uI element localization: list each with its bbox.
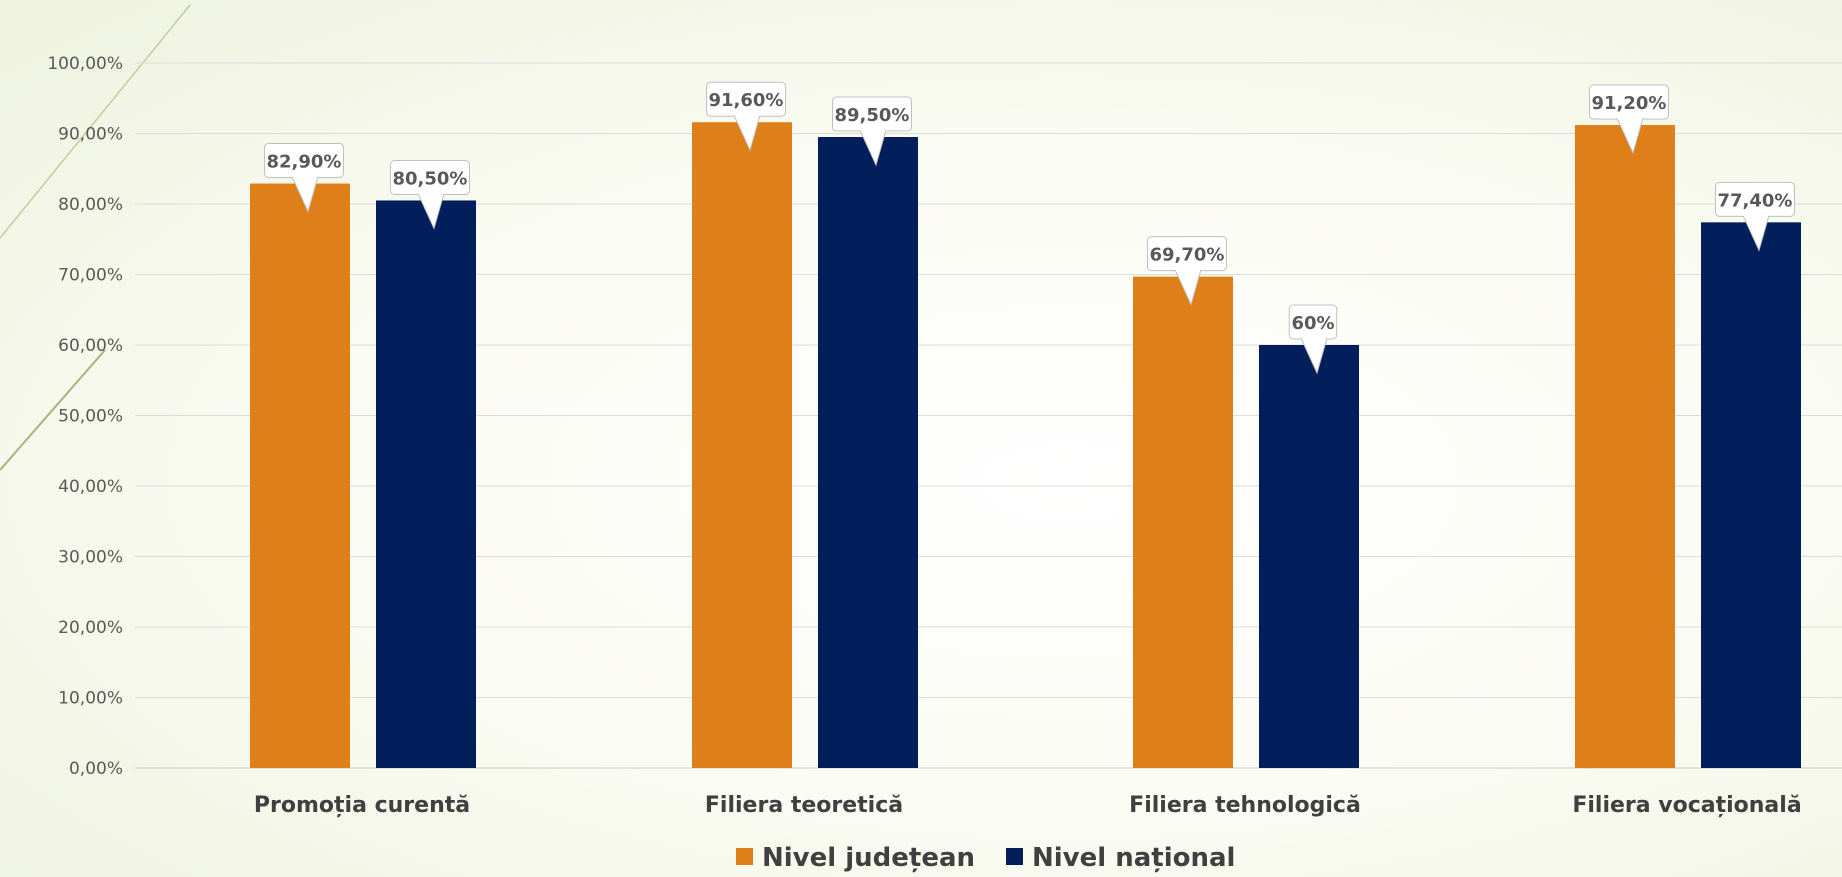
legend-label: Nivel județean (762, 843, 975, 873)
data-label-seam (861, 129, 885, 133)
data-label-text: 91,60% (709, 90, 784, 111)
data-label-seam (1618, 117, 1642, 121)
y-tick-label: 30,00% (58, 548, 123, 568)
legend-swatch (1006, 848, 1023, 865)
y-tick-label: 0,00% (69, 759, 123, 779)
data-labels: 82,90% 91,60% 69,70% 91,20% 80,50% 89,50% 60% 7… (264, 81, 1795, 375)
data-label-seam (419, 192, 443, 196)
x-category-label: Promoția curentă (254, 793, 470, 818)
y-tick-label: 80,00% (58, 195, 123, 215)
y-tick-label: 50,00% (58, 407, 123, 427)
data-label-seam (293, 175, 317, 179)
data-label-seam (735, 114, 759, 118)
data-label-text: 89,50% (835, 105, 910, 126)
y-tick-label: 70,00% (58, 266, 123, 286)
y-tick-label: 90,00% (58, 125, 123, 145)
data-label: 89,50% (832, 96, 912, 167)
data-label: 60% (1288, 304, 1338, 375)
y-tick-label: 60,00% (58, 336, 123, 356)
data-label: 91,20% (1589, 84, 1669, 155)
data-label-text: 69,70% (1150, 245, 1225, 266)
y-tick-label: 10,00% (58, 689, 123, 709)
bars (250, 122, 1801, 769)
y-tick-label: 100,00% (47, 54, 123, 74)
bar-national-3 (1701, 222, 1801, 768)
data-label-text: 77,40% (1718, 190, 1793, 211)
bar-judetean-0 (250, 183, 350, 768)
data-label: 82,90% (264, 143, 344, 213)
bar-judetean-3 (1575, 125, 1675, 769)
y-axis-ticks: 0,00% 10,00% 20,00% 30,00% 40,00% 50,00% 60,00… (47, 54, 123, 779)
data-label-text: 80,50% (393, 168, 468, 189)
legend-label: Nivel național (1032, 843, 1235, 873)
bar-national-1 (818, 137, 918, 768)
legend-swatch (736, 848, 753, 865)
data-label: 80,50% (390, 159, 470, 230)
data-label: 77,40% (1715, 181, 1795, 252)
bar-judetean-2 (1133, 276, 1233, 768)
data-label-seam (1176, 268, 1200, 272)
x-axis-categories: Promoția curentă Filiera teoretică Filiera… (254, 793, 1802, 818)
data-label: 91,60% (706, 81, 786, 152)
data-label-text: 82,90% (267, 152, 342, 173)
data-label: 69,70% (1147, 236, 1227, 307)
decorative-lines (0, 4, 191, 471)
bar-national-0 (376, 200, 476, 769)
legend: Nivel județean Nivel național (736, 843, 1235, 873)
x-category-label: Filiera teoretică (705, 793, 903, 818)
legend-item: Nivel județean (736, 843, 975, 873)
x-category-label: Filiera vocațională (1572, 793, 1801, 818)
data-label-seam (1302, 337, 1326, 340)
y-tick-label: 40,00% (58, 477, 123, 497)
y-tick-label: 20,00% (58, 618, 123, 638)
legend-item: Nivel național (1006, 843, 1235, 873)
x-category-label: Filiera tehnologică (1129, 793, 1361, 818)
data-label-text: 60% (1291, 313, 1334, 334)
data-label-seam (1744, 214, 1768, 218)
bar-national-2 (1259, 345, 1359, 768)
bar-judetean-1 (692, 122, 792, 769)
data-label-text: 91,20% (1592, 93, 1667, 114)
